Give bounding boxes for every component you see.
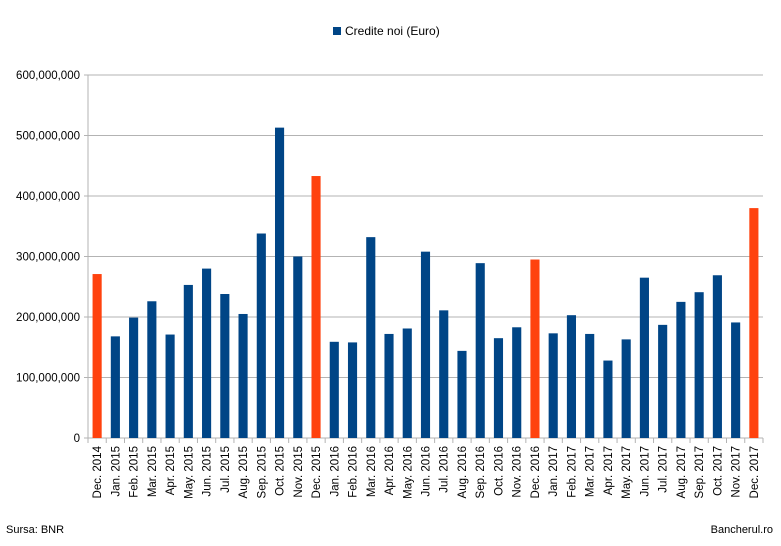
bar-sep-2015	[256, 233, 266, 438]
bar-may-2015	[183, 284, 193, 438]
x-tick-label: Sep. 2015	[256, 446, 268, 498]
bar-apr-2017	[603, 360, 613, 438]
bar-jan-2017	[548, 333, 558, 438]
x-tick-label: Feb. 2015	[129, 446, 141, 498]
bar-feb-2017	[566, 315, 577, 438]
y-tick-label: 200,000,000	[16, 312, 80, 324]
y-tick-label: 500,000,000	[16, 131, 80, 143]
x-tick-label: Jul. 2015	[220, 446, 232, 493]
bar-mar-2017	[585, 333, 595, 438]
bar-dec-2014	[92, 274, 102, 438]
bar-mar-2016	[366, 237, 376, 438]
x-tick-label: May. 2017	[621, 446, 633, 499]
legend-label: Credite noi (Euro)	[345, 24, 440, 38]
bar-dec-2016	[530, 259, 540, 438]
x-tick-label: Mar. 2017	[585, 446, 597, 497]
y-tick-label: 100,000,000	[16, 373, 80, 385]
x-tick-label: Jul. 2016	[439, 446, 451, 493]
bar-feb-2015	[129, 317, 139, 438]
x-tick-label: Mar. 2016	[366, 446, 378, 497]
x-tick-label: Mar. 2015	[147, 446, 159, 497]
x-tick-label: Jan. 2015	[110, 446, 122, 497]
bar-aug-2017	[676, 301, 686, 438]
x-tick-label: Nov. 2016	[512, 446, 524, 498]
bar-sep-2016	[475, 263, 485, 438]
x-tick-label: May. 2015	[183, 446, 195, 499]
x-tick-label: Jan. 2017	[548, 446, 560, 497]
x-tick-label: Dec. 2015	[311, 446, 323, 498]
x-tick-label: Sep. 2016	[475, 446, 487, 498]
x-tick-label: Oct. 2016	[493, 446, 505, 496]
bars	[92, 127, 759, 438]
x-tick-label: Dec. 2016	[530, 446, 542, 498]
bar-oct-2015	[274, 127, 285, 438]
bar-jul-2017	[658, 324, 668, 438]
x-tick-label: Apr. 2017	[603, 446, 615, 495]
x-tick-label: Aug. 2016	[457, 446, 469, 498]
x-tick-label: Dec. 2017	[749, 446, 761, 498]
x-axis-ticks: Dec. 2014 Jan. 2015 Feb. 2015 Mar. 2015 Apr.…	[87, 438, 764, 499]
y-tick-label: 0	[74, 433, 80, 445]
bar-nov-2015	[293, 256, 303, 438]
bar-nov-2016	[512, 327, 522, 438]
x-tick-label: May. 2016	[402, 446, 414, 499]
bar-jun-2017	[639, 277, 649, 438]
x-tick-label: Jan. 2016	[329, 446, 341, 497]
x-tick-label: Feb. 2016	[348, 446, 360, 498]
x-tick-label: Nov. 2015	[293, 446, 305, 498]
bar-aug-2015	[238, 313, 248, 438]
brand-label: Bancherul.ro	[710, 524, 773, 536]
x-tick-label: Jun. 2015	[202, 446, 214, 497]
x-tick-label: Jul. 2017	[658, 446, 670, 493]
bar-apr-2016	[384, 333, 394, 438]
x-tick-label: Aug. 2015	[238, 446, 250, 498]
bar-jul-2015	[220, 294, 230, 438]
x-tick-label: Oct. 2015	[275, 446, 287, 496]
bar-sep-2017	[694, 292, 704, 438]
x-tick-label: Apr. 2016	[384, 446, 396, 495]
bar-jun-2016	[420, 251, 431, 438]
bar-feb-2016	[347, 342, 358, 438]
x-tick-label: Oct. 2017	[712, 446, 724, 496]
x-tick-label: Sep. 2017	[694, 446, 706, 498]
bar-dec-2015	[311, 176, 321, 438]
bar-jan-2015	[110, 336, 120, 438]
legend-swatch	[333, 27, 341, 35]
y-axis-ticks: 0 100,000,000 200,000,000 300,000,000 400,00…	[16, 70, 80, 445]
bar-aug-2016	[457, 350, 467, 438]
source-note: Sursa: BNR	[6, 524, 65, 536]
bar-jun-2015	[202, 268, 212, 438]
bar-apr-2015	[165, 334, 175, 438]
x-tick-label: Jun. 2017	[639, 446, 651, 497]
y-tick-label: 600,000,000	[16, 70, 80, 82]
x-tick-label: Jun. 2016	[421, 446, 433, 497]
x-tick-label: Apr. 2015	[165, 446, 177, 495]
x-tick-label: Dec. 2014	[92, 445, 104, 498]
bar-mar-2015	[147, 301, 157, 438]
x-tick-label: Nov. 2017	[731, 446, 743, 498]
bar-jul-2016	[439, 310, 449, 438]
y-tick-label: 300,000,000	[16, 252, 80, 264]
bar-dec-2017	[749, 208, 759, 438]
bar-jan-2016	[329, 341, 339, 438]
bar-oct-2017	[712, 275, 722, 438]
x-tick-label: Feb. 2017	[566, 446, 578, 498]
x-tick-label: Aug. 2017	[676, 446, 688, 498]
legend: Credite noi (Euro)	[333, 24, 440, 38]
bar-nov-2017	[731, 322, 741, 438]
bar-may-2016	[402, 328, 412, 438]
bar-oct-2016	[493, 338, 504, 438]
y-tick-label: 400,000,000	[16, 191, 80, 203]
bar-may-2017	[621, 339, 631, 438]
